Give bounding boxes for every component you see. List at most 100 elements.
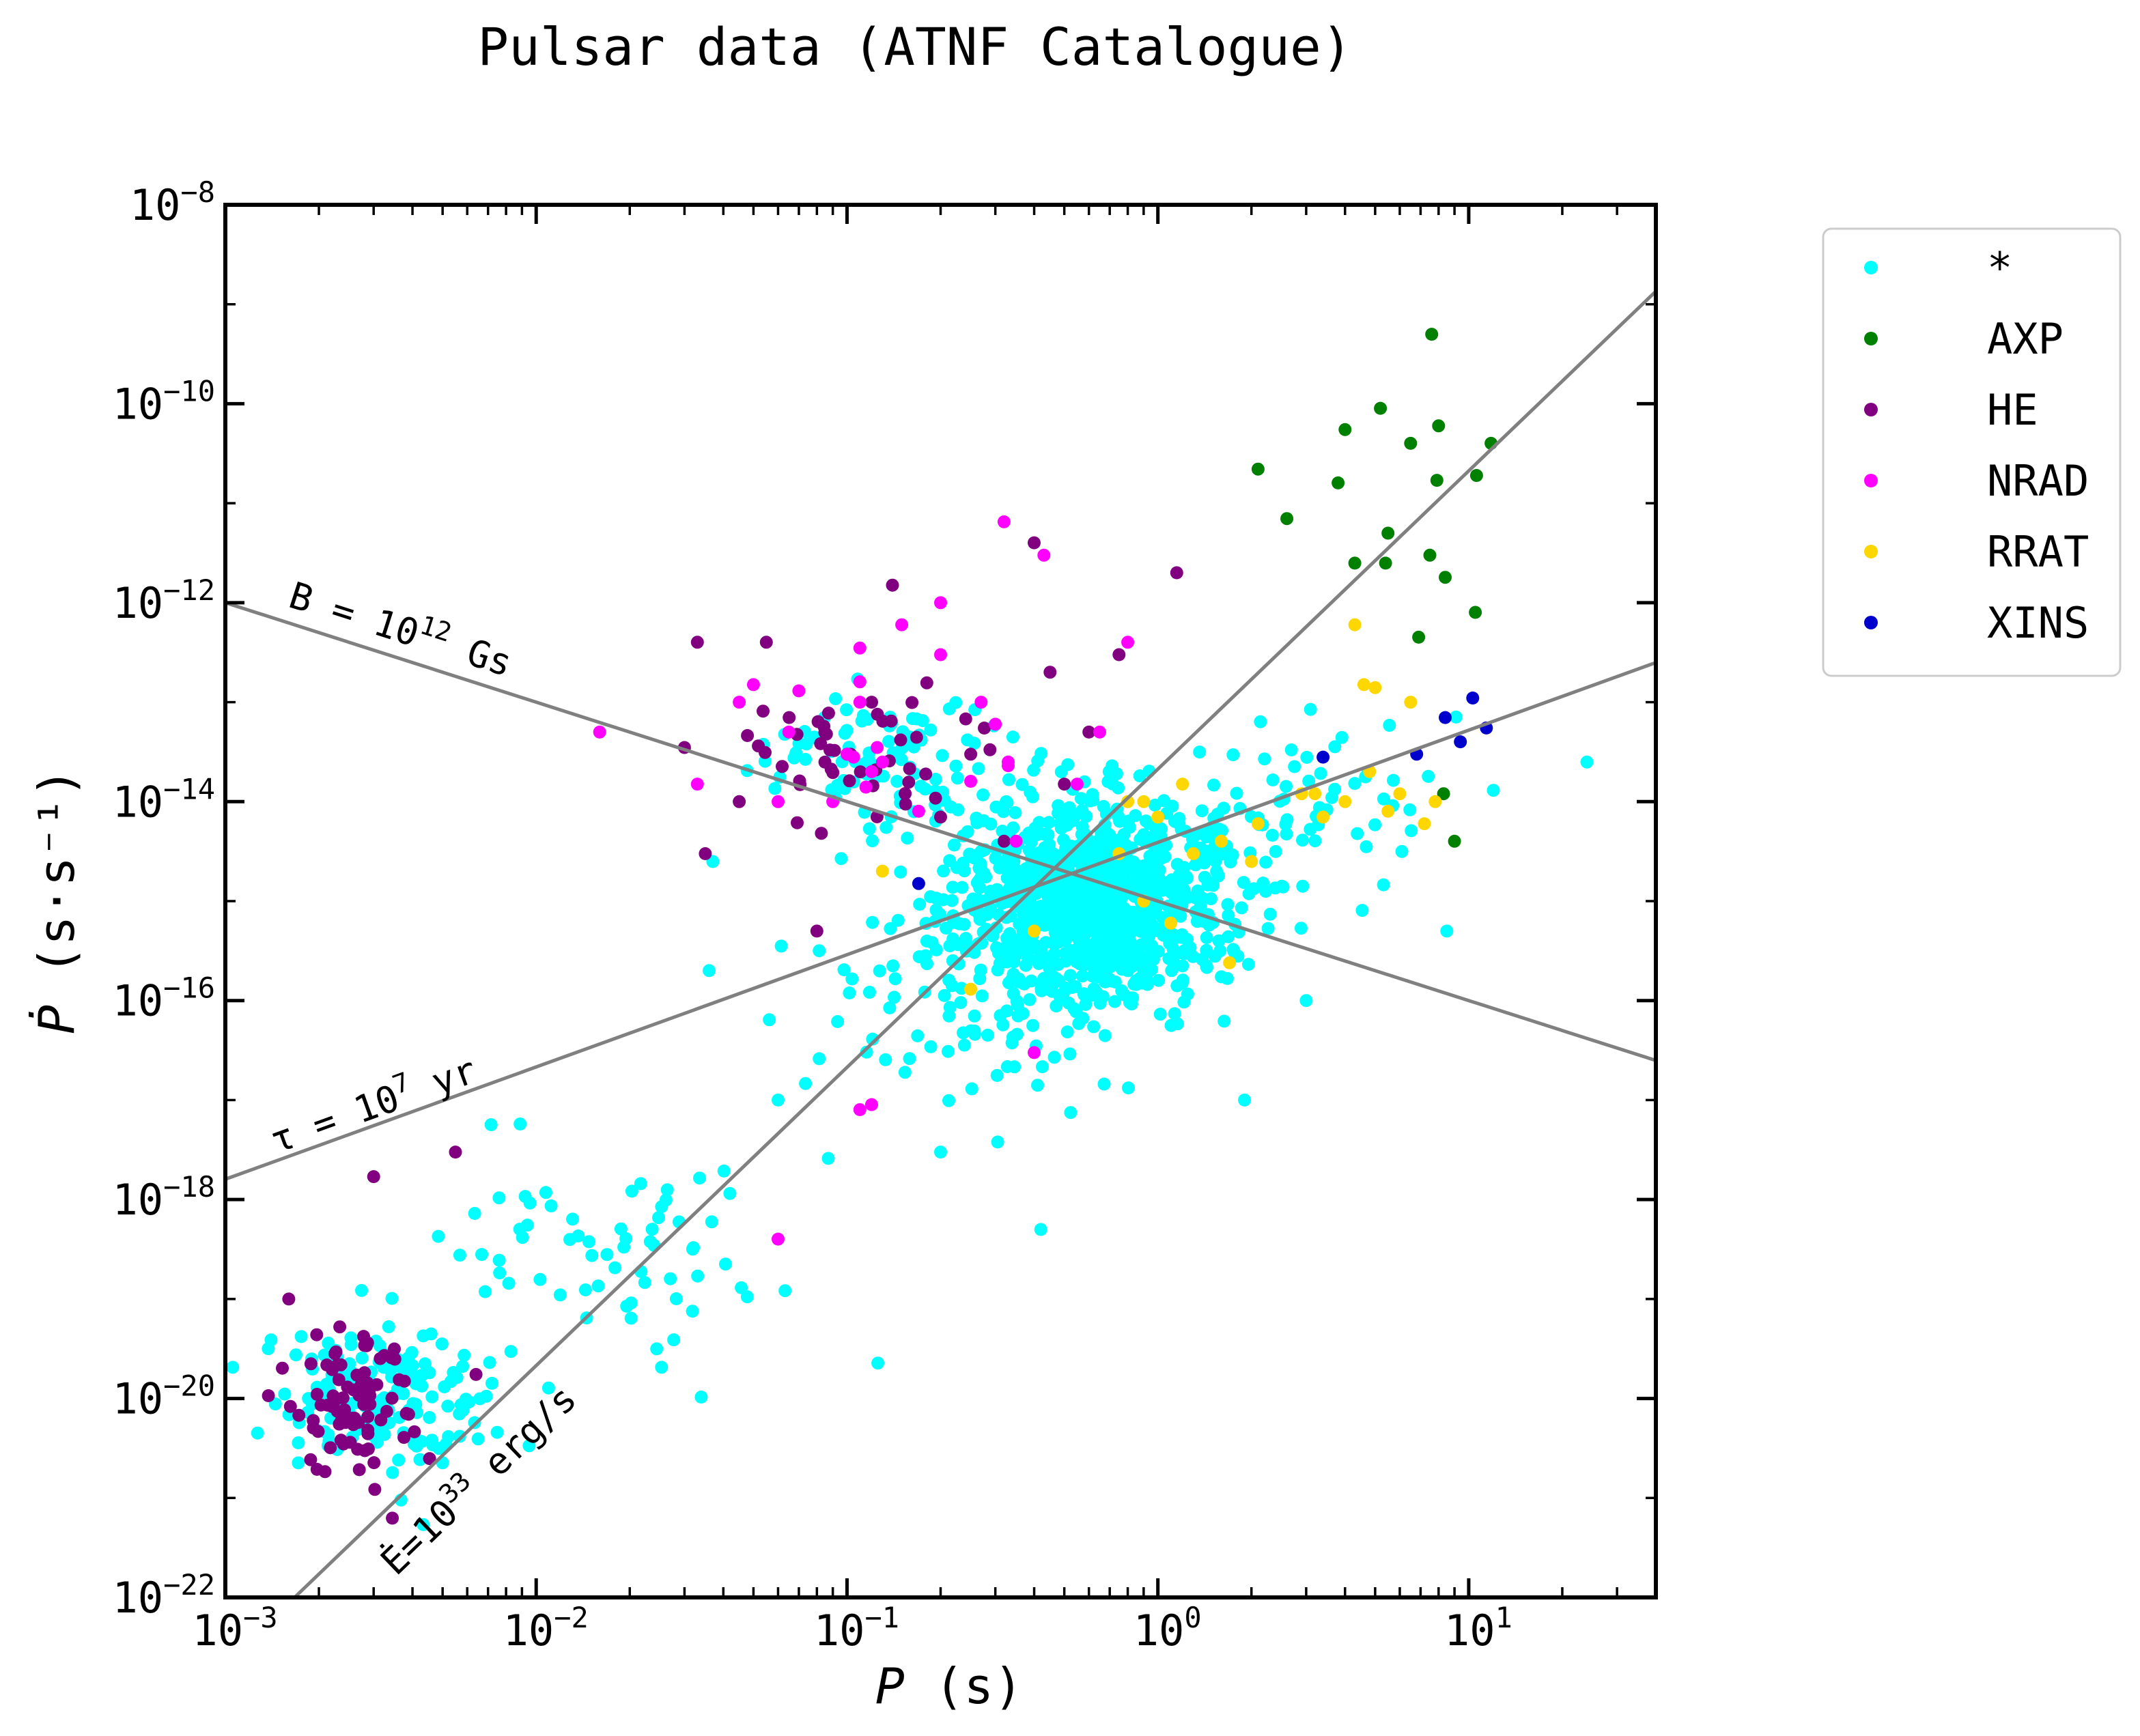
data-point (735, 1281, 748, 1294)
data-point (294, 1330, 308, 1343)
data-point (898, 1066, 912, 1079)
data-point (1052, 958, 1065, 971)
data-point (304, 1453, 318, 1466)
data-point (1393, 787, 1407, 801)
data-point (1177, 995, 1191, 1009)
data-point (1280, 512, 1294, 526)
data-point (322, 1428, 335, 1442)
data-point (1299, 994, 1313, 1008)
data-point (1469, 469, 1483, 482)
data-point (634, 1177, 647, 1191)
data-point (1192, 887, 1205, 900)
data-point (959, 932, 972, 945)
data-point (733, 696, 746, 709)
data-point (1294, 922, 1308, 935)
x-tick-label: 10−3 (192, 1601, 277, 1655)
data-point (959, 712, 972, 726)
data-point (1374, 401, 1388, 415)
data-point (1383, 719, 1396, 732)
data-point (339, 1416, 352, 1429)
data-point (841, 748, 854, 761)
data-point (810, 924, 823, 938)
data-point (1074, 792, 1088, 806)
data-point (1126, 959, 1140, 973)
data-point (772, 1232, 785, 1246)
data-point (879, 1053, 892, 1066)
data-point (1031, 1079, 1044, 1092)
data-point (1276, 880, 1290, 894)
data-point (1404, 696, 1418, 709)
data-point (1037, 548, 1051, 562)
data-point (1241, 958, 1255, 971)
data-point (1052, 911, 1065, 925)
data-point (1122, 1081, 1135, 1095)
data-point (1195, 804, 1209, 818)
data-point (964, 775, 978, 788)
data-point (1357, 678, 1370, 692)
data-point (292, 1436, 305, 1449)
data-point (929, 943, 943, 956)
data-point (502, 1277, 516, 1290)
data-point (719, 1257, 732, 1271)
data-point (703, 964, 716, 978)
data-point (989, 800, 1003, 814)
data-point (1300, 750, 1314, 764)
x-axis-label: P (s) (875, 1657, 1024, 1715)
data-point (875, 755, 889, 769)
data-point (1058, 778, 1071, 791)
series-axp (1251, 328, 1498, 848)
data-point (1091, 905, 1105, 918)
data-point (1086, 969, 1099, 983)
data-point (821, 1152, 835, 1165)
data-point (949, 759, 963, 773)
data-point (1207, 778, 1220, 792)
data-point (1487, 784, 1500, 797)
data-point (1211, 808, 1224, 821)
data-point (513, 1118, 527, 1130)
data-point (435, 1337, 449, 1351)
data-point (1423, 548, 1437, 562)
data-point (693, 1171, 706, 1185)
data-point (946, 881, 959, 894)
data-point (406, 1359, 419, 1372)
data-point (733, 795, 746, 808)
data-point (1171, 1017, 1184, 1031)
data-point (368, 1483, 382, 1496)
data-point (799, 752, 812, 766)
data-point (593, 725, 606, 739)
data-point (336, 1391, 350, 1405)
data-point (1028, 1046, 1041, 1059)
data-point (1265, 829, 1279, 842)
data-point (752, 739, 765, 753)
data-point (996, 1018, 1010, 1031)
data-point (1403, 803, 1417, 816)
data-point (991, 1135, 1004, 1149)
data-point (772, 795, 785, 808)
reference-line-label: B = 1012 Gs (284, 569, 519, 685)
data-point (920, 935, 933, 948)
data-point (544, 1199, 558, 1212)
data-point (866, 834, 879, 848)
data-point (462, 1395, 476, 1409)
data-point (350, 1368, 364, 1382)
data-point (1387, 773, 1400, 787)
data-point (522, 1439, 536, 1453)
data-point (1054, 806, 1067, 820)
data-point (1108, 995, 1121, 1008)
data-point (965, 1082, 979, 1096)
data-point (1466, 692, 1480, 705)
data-point (1100, 892, 1114, 905)
data-point (355, 1351, 369, 1365)
data-point (1104, 940, 1118, 954)
series-he (262, 536, 1183, 1525)
data-point (1213, 944, 1227, 958)
data-point (799, 1077, 813, 1090)
data-point (843, 986, 856, 999)
data-point (1127, 855, 1140, 869)
data-point (262, 1389, 275, 1402)
data-point (1379, 556, 1392, 570)
data-point (964, 982, 978, 996)
data-point (1087, 1020, 1101, 1034)
data-point (1187, 847, 1200, 860)
data-point (1454, 735, 1467, 749)
